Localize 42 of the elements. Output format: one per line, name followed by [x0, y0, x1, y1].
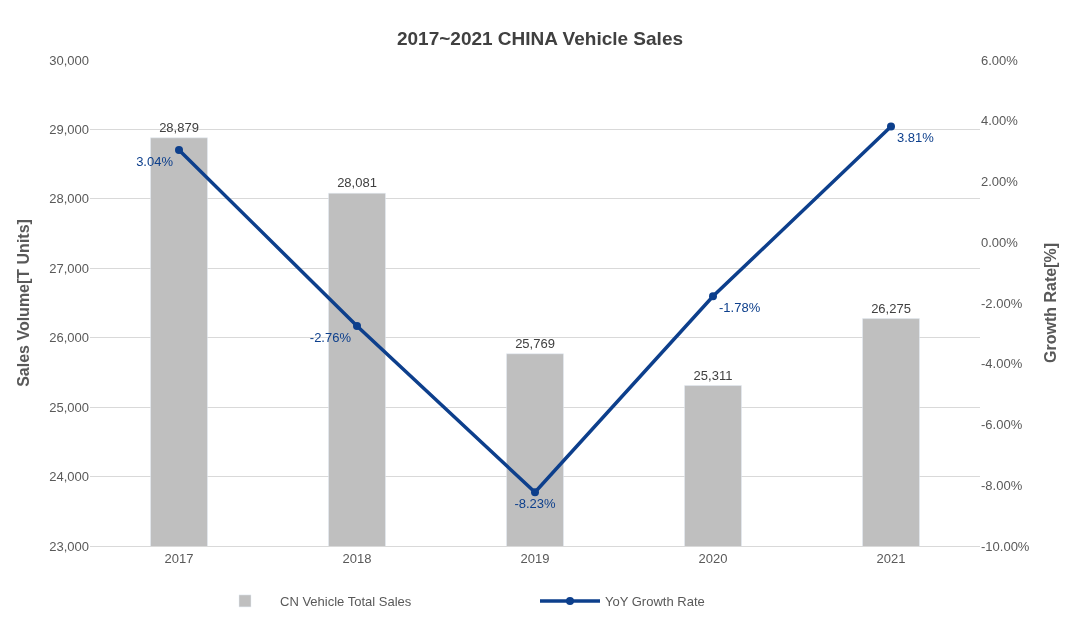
point — [709, 292, 717, 301]
x-tick-label: 2020 — [698, 550, 728, 566]
data-label: 3.04% — [136, 153, 174, 169]
y2-tick-label: 0.00% — [981, 234, 1019, 250]
point — [531, 488, 539, 497]
x-tick-label: 2021 — [876, 550, 906, 566]
x-tick-label: 2018 — [342, 550, 372, 566]
y2-tick-label: 6.00% — [981, 52, 1019, 68]
legend-label: YoY Growth Rate — [605, 593, 705, 609]
y2-axis-title: Growth Rate[%] — [1041, 243, 1059, 363]
y2-tick-label: -8.00% — [981, 477, 1023, 493]
y2-tick-label: 2.00% — [981, 174, 1019, 190]
data-label: 26,275 — [871, 300, 911, 316]
y2-tick-label: -6.00% — [981, 417, 1023, 433]
point — [175, 145, 183, 154]
y-tick-label: 26,000 — [49, 330, 89, 346]
data-label: 25,769 — [515, 335, 555, 351]
y-tick-label: 27,000 — [49, 260, 89, 276]
data-label: 28,081 — [337, 175, 377, 191]
data-label: 3.81% — [897, 130, 935, 146]
y-tick-label: 23,000 — [49, 538, 89, 554]
data-label: -1.78% — [719, 300, 761, 316]
y-tick-label: 25,000 — [49, 399, 89, 415]
y2-tick-label: -2.00% — [981, 295, 1023, 311]
y2-tick-label: -4.00% — [981, 356, 1023, 372]
y-tick-label: 30,000 — [49, 52, 89, 68]
x-tick-label: 2017 — [164, 550, 194, 566]
y-axis-title: Sales Volume[T Units] — [15, 219, 33, 387]
y-tick-label: 28,000 — [49, 191, 89, 207]
data-label: -2.76% — [309, 329, 352, 345]
chart-title: 2017~2021 CHINA Vehicle Sales — [396, 27, 684, 49]
data-label: 28,879 — [159, 119, 199, 135]
point — [353, 322, 361, 331]
data-label: -8.23% — [514, 495, 557, 511]
legend-label: CN Vehicle Total Sales — [280, 593, 412, 609]
point — [887, 122, 895, 131]
data-label: 25,311 — [693, 367, 733, 383]
y2-tick-label: 4.00% — [981, 113, 1019, 129]
y-tick-label: 29,000 — [49, 121, 89, 137]
y-tick-label: 24,000 — [49, 469, 89, 485]
y2-tick-label: -10.00% — [981, 538, 1030, 554]
x-tick-label: 2019 — [520, 550, 550, 566]
